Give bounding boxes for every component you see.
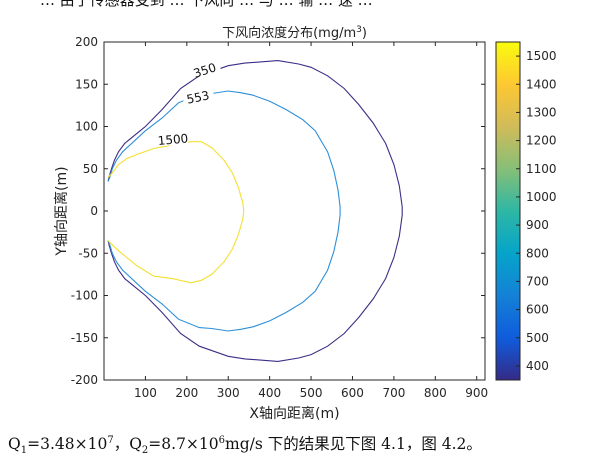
colorbar-tick-label: 800 [526,246,549,260]
page-header-fragment: … 由于传感器受到 … 下风向 … 与 … 输 … 速 … [40,0,373,9]
q2-exp: 6 [218,434,226,446]
colorbar-tick-label: 1000 [526,190,557,204]
colorbar-tick-label: 1200 [526,134,557,148]
colorbar-tick-label: 1100 [526,162,557,176]
x-tick-label: 400 [258,386,281,400]
caption-sep: ， [113,435,130,453]
x-tick-label: 700 [382,386,405,400]
y-tick-label: 100 [75,120,98,134]
q1-sub: 1 [20,445,28,457]
contour-label-553: 553 [185,88,210,106]
q1-value: =3.48×10 [27,435,108,453]
q1-exp: 7 [107,434,114,446]
contour-line-1500 [107,141,245,284]
y-tick-label: -200 [71,373,98,387]
y-tick-label: -50 [78,246,98,260]
y-tick-label: 200 [75,35,98,49]
colorbar-tick-label: 600 [526,303,549,317]
colorbar-tick-label: 1500 [526,49,557,63]
chart-title-sup: 3 [356,25,362,35]
plot-frame [103,41,486,381]
caption-tail: mg/s 下的结果见下图 4.1，图 4.2。 [225,435,482,453]
figure-caption: Q1=3.48×107，Q2=8.7×106mg/s 下的结果见下图 4.1，图… [8,432,595,457]
y-tick-label: 150 [75,77,98,91]
plot-area: 100 200 300 400 500 600 700 800 900-200-150-100-… [71,35,488,400]
q2-label: Q [129,435,142,453]
y-tick-label: -150 [71,331,98,345]
contour-label-1500: 1500 [157,131,189,148]
colorbar-tick-label: 1400 [526,77,557,91]
x-tick-label: 500 [300,386,323,400]
q2-sub: 2 [141,445,149,457]
colorbar-tick-label: 400 [526,359,549,373]
x-tick-label: 200 [175,386,198,400]
colorbar-tick-label: 900 [526,218,549,232]
contour-line-553 [107,90,341,332]
colorbar-scale [495,41,521,381]
colorbar-tick-label: 500 [526,331,549,345]
y-tick-label: 0 [90,204,98,218]
chart-title-main: 下风向浓度分布(mg/m [222,25,356,41]
y-tick-label: -100 [71,289,98,303]
x-tick-label: 300 [217,386,240,400]
colorbar-tick-label: 700 [526,274,549,288]
contour-label-bg [158,132,189,146]
contour-label-bg [190,63,221,77]
colorbar-tick-label: 1300 [526,105,557,119]
colorbar: 400 500 600 700 800 900 1000 1100 1200 1300 1400 15… [495,41,557,381]
x-axis-label: X轴向距离(m) [249,405,339,422]
x-tick-label: 600 [341,386,364,400]
x-tick-label: 800 [424,386,447,400]
q2-value: =8.7×10 [148,435,219,453]
y-axis-label: Y轴向距离(m) [53,166,70,256]
y-tick-label: 50 [83,162,98,176]
contour-label-350: 350 [192,60,218,80]
x-tick-label: 100 [134,386,157,400]
contour-label-bg [183,90,214,104]
contour-line-350 [107,60,403,362]
chart-title: 下风向浓度分布(mg/m3) [222,25,367,41]
contour-figure: 100 200 300 400 500 600 700 800 900-200-150-100-… [53,25,557,422]
chart-title-close: ) [362,26,367,41]
q1-label: Q [8,435,21,453]
x-tick-label: 900 [465,386,488,400]
